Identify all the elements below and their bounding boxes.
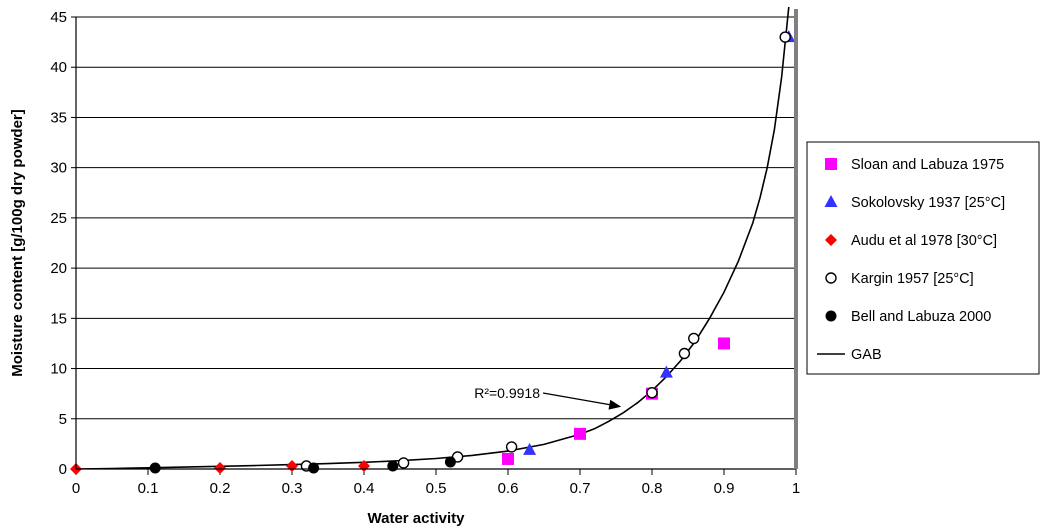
plot-area (70, 6, 796, 475)
data-point (574, 427, 586, 440)
data-point (688, 332, 700, 345)
legend-label: Sokolovsky 1937 [25°C] (851, 195, 1005, 211)
legend: Sloan and Labuza 1975 Sokolovsky 1937 [25… (806, 141, 1040, 375)
legend-label: Sloan and Labuza 1975 (851, 157, 1004, 173)
x-tick-label: 0.1 (138, 480, 159, 497)
axes (75, 9, 798, 470)
series-audu-et-al-1978-30-c (70, 459, 370, 475)
y-axis-ticks: 0 5 10 15 20 25 30 35 40 45 (50, 9, 76, 478)
x-axis-ticks: 0 0.1 0.2 0.3 0.4 0.5 0.6 0.7 0.8 0.9 1 (72, 469, 800, 497)
grid-lines (76, 16, 796, 420)
legend-marker (825, 158, 837, 170)
data-point (502, 452, 514, 465)
x-axis-title: Water activity (368, 510, 466, 527)
series-bell-and-labuza-2000 (149, 456, 456, 474)
legend-label: Bell and Labuza 2000 (851, 309, 991, 325)
data-point (387, 460, 399, 472)
x-tick-label: 1 (792, 480, 800, 497)
data-point (678, 347, 691, 360)
data-point (308, 462, 320, 474)
annotation-arrowhead (608, 399, 622, 410)
y-tick-label: 30 (50, 160, 67, 177)
x-tick-label: 0.2 (210, 480, 231, 497)
data-point (523, 442, 537, 455)
y-tick-label: 5 (59, 411, 67, 428)
x-tick-label: 0.5 (426, 480, 447, 497)
series-kargin-1957-25-c (300, 31, 791, 472)
series-sokolovsky-1937-25-c (523, 30, 796, 455)
x-tick-label: 0.7 (570, 480, 591, 497)
legend-item-gab: GAB (817, 347, 882, 363)
y-tick-label: 40 (50, 59, 67, 76)
legend-label: GAB (851, 347, 882, 363)
data-point (505, 441, 518, 453)
legend-item-sloan-and-labuza-1975: Sloan and Labuza 1975 (825, 157, 1004, 173)
legend-marker (825, 234, 837, 246)
legend-marker (825, 272, 837, 284)
legend-label: Kargin 1957 [25°C] (851, 271, 974, 287)
legend-box (806, 141, 1040, 375)
x-tick-label: 0.9 (714, 480, 735, 497)
data-point (397, 457, 410, 469)
y-tick-label: 45 (50, 9, 67, 26)
legend-item-sokolovsky-1937-25-c: Sokolovsky 1937 [25°C] (824, 195, 1005, 211)
legend-item-bell-and-labuza-2000: Bell and Labuza 2000 (825, 309, 991, 325)
x-tick-label: 0.4 (354, 480, 375, 497)
data-point (646, 386, 658, 399)
y-tick-label: 0 (59, 461, 67, 478)
y-tick-label: 25 (50, 210, 67, 227)
y-tick-label: 20 (50, 260, 67, 277)
x-tick-label: 0 (72, 480, 80, 497)
r-squared-annotation: R²=0.9918 (474, 385, 622, 410)
data-point (286, 459, 298, 472)
data-point (659, 365, 673, 378)
r-squared-label: R²=0.9918 (474, 385, 540, 401)
legend-marker (825, 310, 837, 322)
y-axis-title: Moisture content [g/100g dry powder] (9, 109, 26, 377)
y-tick-label: 15 (50, 310, 67, 327)
y-tick-label: 35 (50, 109, 67, 126)
data-point (779, 31, 791, 43)
data-point (149, 462, 161, 474)
legend-item-kargin-1957-25-c: Kargin 1957 [25°C] (825, 271, 974, 287)
annotation-arrow (542, 392, 610, 406)
series-line-gab (76, 6, 790, 469)
data-point (718, 337, 730, 350)
legend-label: Audu et al 1978 [30°C] (851, 233, 997, 249)
data-point (444, 456, 456, 468)
x-tick-label: 0.3 (282, 480, 303, 497)
x-tick-label: 0.8 (642, 480, 663, 497)
x-tick-label: 0.6 (498, 480, 519, 497)
data-point (214, 461, 226, 474)
y-tick-label: 10 (50, 361, 67, 378)
legend-marker (824, 195, 838, 207)
legend-item-audu-et-al-1978-30-c: Audu et al 1978 [30°C] (825, 233, 997, 249)
